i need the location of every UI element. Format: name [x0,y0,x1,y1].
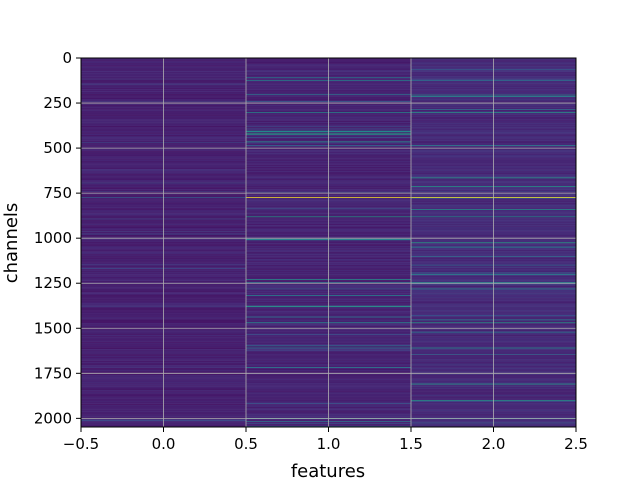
x-axis-ticks: −0.5 0.0 0.5 1.0 1.5 2.0 2.5 [63,427,588,453]
x-tick-label: 2.5 [564,435,588,453]
y-axis-ticks: 0 250 500 750 1000 1250 1500 1750 2000 [34,49,81,427]
y-tick-label: 1250 [34,274,72,292]
y-tick-label: 1000 [34,229,72,247]
y-tick-label: 500 [43,139,72,157]
y-tick-label: 1750 [34,364,72,382]
y-axis-label: channels [1,203,22,284]
x-tick-label: −0.5 [63,435,99,453]
x-axis-label: features [291,461,365,480]
x-tick-label: 0.5 [234,435,258,453]
y-tick-label: 250 [43,94,72,112]
x-tick-label: 0.0 [152,435,176,453]
y-tick-label: 0 [62,49,72,67]
x-tick-label: 2.0 [482,435,506,453]
grid-lines [81,58,576,427]
y-tick-label: 2000 [34,409,72,427]
x-tick-label: 1.5 [399,435,423,453]
x-tick-label: 1.0 [317,435,341,453]
y-tick-label: 750 [43,184,72,202]
y-tick-label: 1500 [34,319,72,337]
